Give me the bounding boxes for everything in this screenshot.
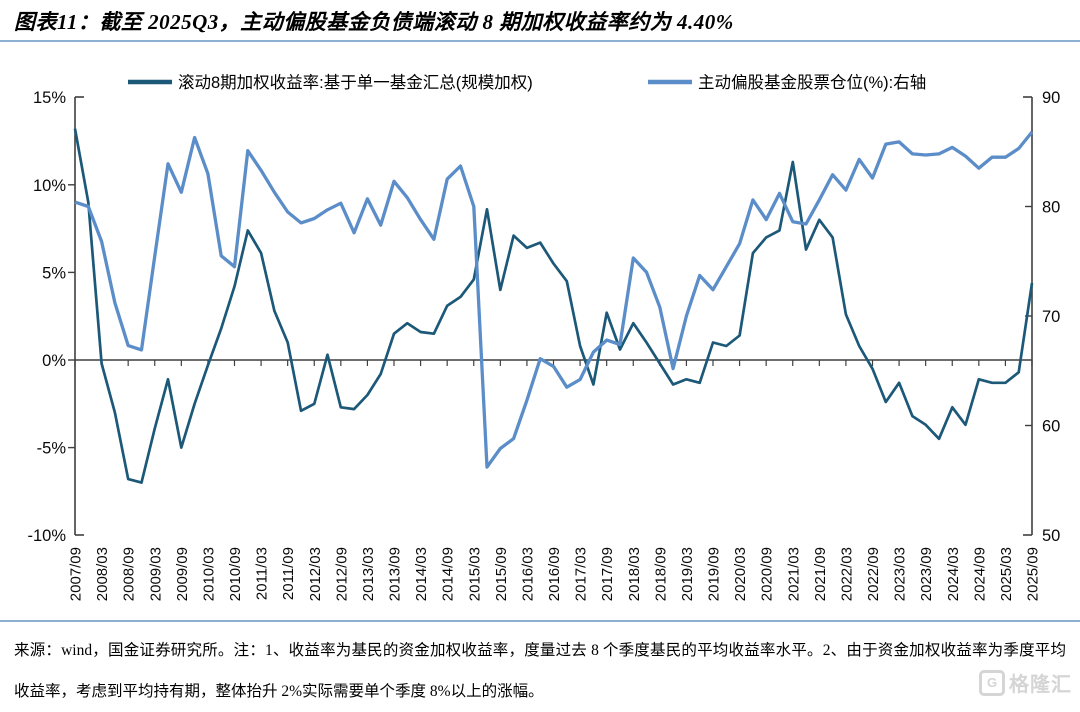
x-axis-tick-label: 2018/03: [626, 547, 643, 601]
title-divider-line: [0, 40, 1080, 42]
x-axis-tick-label: 2015/03: [466, 547, 483, 601]
x-axis-tick-label: 2011/09: [280, 547, 297, 600]
legend-label-0: 滚动8期加权收益率:基于单一基金汇总(规模加权): [178, 73, 533, 92]
gelonghui-logo-icon: G: [979, 669, 1005, 696]
left-axis-tick-label: 10%: [33, 177, 66, 195]
chart-canvas: 滚动8期加权收益率:基于单一基金汇总(规模加权) 主动偏股基金股票仓位(%):右轴…: [27, 73, 1060, 601]
x-axis-tick-label: 2024/03: [945, 547, 962, 601]
page-title: 图表11：截至 2025Q3，主动偏股基金负债端滚动 8 期加权收益率约为 4.…: [14, 10, 734, 34]
x-axis-tick-label: 2022/03: [838, 547, 855, 601]
legend-label-1: 主动偏股基金股票仓位(%):右轴: [698, 73, 926, 92]
x-axis-tick-label: 2009/09: [174, 547, 191, 601]
x-axis-tick-label: 2019/03: [679, 547, 696, 601]
x-axis-tick-label: 2017/03: [573, 547, 590, 601]
x-axis-tick-label: 2021/09: [812, 547, 829, 601]
x-axis-tick-label: 2021/03: [785, 547, 802, 601]
x-axis-tick-label: 2022/09: [865, 547, 882, 601]
right-axis-tick-label: 60: [1042, 418, 1060, 436]
left-axis-tick-label: -10%: [27, 527, 66, 545]
x-axis-tick-label: 2015/09: [493, 547, 510, 601]
left-axis-tick-label: 5%: [42, 264, 66, 282]
x-axis-tick-label: 2019/09: [706, 547, 723, 601]
source-note: 来源：wind，国金证券研究所。注：1、收益率为基民的资金加权收益率，度量过去 …: [14, 642, 1066, 700]
right-axis-tick-label: 90: [1042, 89, 1060, 107]
x-axis-tick-label: 2023/03: [892, 547, 909, 601]
x-axis-tick-label: 2013/03: [360, 547, 377, 601]
x-axis-tick-label: 2010/09: [227, 547, 244, 601]
x-axis-tick-label: 2017/09: [599, 547, 616, 601]
series-line-rolling-return: [73, 128, 1034, 484]
x-axis-tick-label: 2020/09: [759, 547, 776, 601]
x-axis-tick-label: 2016/03: [519, 547, 536, 601]
x-axis-tick-label: 2010/03: [200, 547, 217, 601]
series-line-stock-position: [74, 130, 1034, 469]
x-axis-tick-label: 2018/09: [652, 547, 669, 601]
x-axis-tick-label: 2008/03: [94, 547, 111, 601]
x-axis-tick-label: 2012/09: [333, 547, 350, 601]
chart-divider-line: [0, 620, 1080, 622]
x-axis-tick-label: 2025/03: [998, 547, 1015, 601]
left-axis-tick-label: -5%: [37, 440, 67, 458]
x-axis-tick-label: 2011/03: [254, 547, 271, 600]
x-axis-tick-label: 2007/09: [68, 547, 85, 601]
left-axis-tick-label: 15%: [33, 89, 66, 107]
left-axis-tick-label: 0%: [42, 352, 66, 370]
right-axis-tick-label: 70: [1042, 308, 1060, 326]
x-axis-tick-label: 2009/03: [147, 547, 164, 601]
x-axis-tick-label: 2013/09: [387, 547, 404, 601]
x-axis-tick-label: 2014/09: [440, 547, 457, 601]
x-axis-tick-label: 2012/03: [307, 547, 324, 601]
watermark-label: 格隆汇: [1009, 674, 1072, 696]
watermark: G 格隆汇: [979, 668, 1072, 697]
x-axis-tick-label: 2024/09: [971, 547, 988, 601]
x-axis-tick-label: 2016/09: [546, 547, 563, 601]
x-axis-tick-label: 2023/09: [918, 547, 935, 601]
x-axis-tick-label: 2020/03: [732, 547, 749, 601]
right-axis-tick-label: 80: [1042, 199, 1060, 217]
x-axis-tick-label: 2025/09: [1025, 547, 1042, 601]
x-axis-tick-label: 2014/03: [413, 547, 430, 601]
x-axis-tick-label: 2008/09: [121, 547, 138, 601]
right-axis-tick-label: 50: [1042, 527, 1060, 545]
